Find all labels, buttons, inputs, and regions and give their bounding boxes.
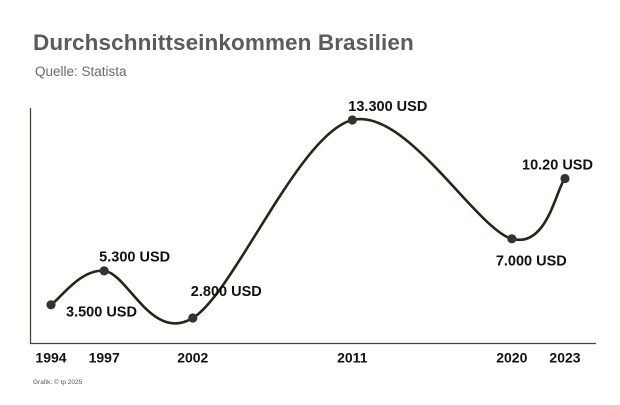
data-point-2002 <box>188 313 198 323</box>
x-tick-label-2002: 2002 <box>177 350 208 366</box>
series-line <box>49 117 567 325</box>
x-tick-label-2023: 2023 <box>549 350 580 366</box>
data-label-2020: 7.000 USD <box>496 254 567 270</box>
x-tick-label-1994: 1994 <box>35 350 66 366</box>
data-label-2011: 13.300 USD <box>348 99 427 115</box>
data-point-1994 <box>46 300 56 310</box>
data-label-1997: 5.300 USD <box>99 250 170 266</box>
chart-subtitle: Quelle: Statista <box>35 64 127 79</box>
x-tick-label-2020: 2020 <box>496 350 527 366</box>
data-point-2023 <box>560 173 570 184</box>
x-tick-label-1997: 1997 <box>89 350 120 366</box>
data-point-1997 <box>99 266 109 276</box>
x-tick-label-2011: 2011 <box>337 350 368 366</box>
data-label-2023: 10.20 USD <box>522 157 593 173</box>
data-point-2011 <box>347 115 357 125</box>
chart-credit: Grafik: © tp 2025 <box>33 379 83 386</box>
data-label-2002: 2.800 USD <box>191 284 262 300</box>
data-point-2020 <box>507 234 517 244</box>
chart-title: Durchschnittseinkommen Brasilien <box>33 30 414 55</box>
data-label-1994: 3.500 USD <box>66 305 137 321</box>
